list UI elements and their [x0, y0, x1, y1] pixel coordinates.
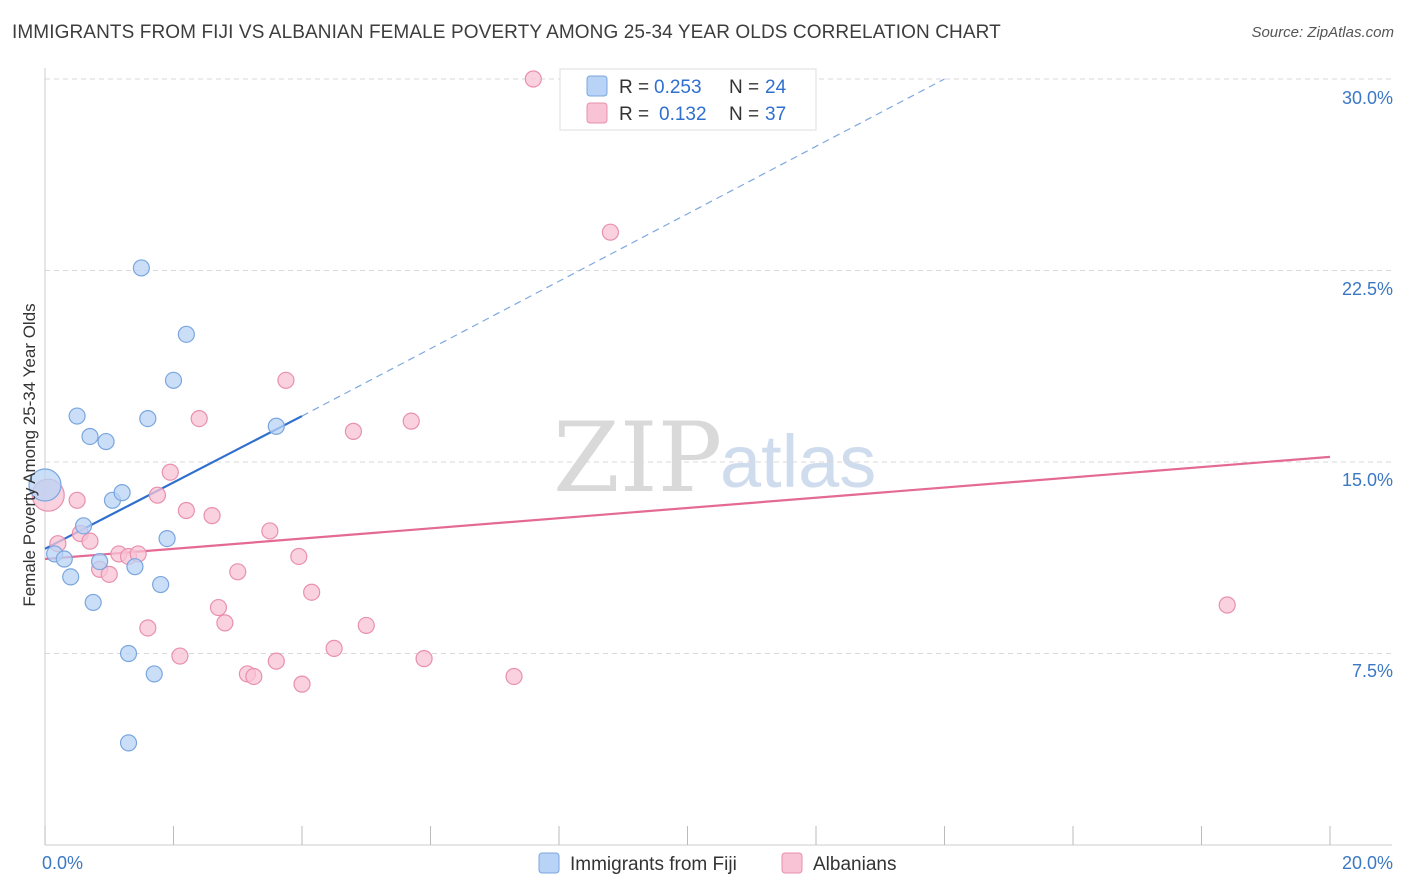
fiji-point [126, 558, 144, 576]
albanians-point [171, 647, 189, 665]
albanians-point [100, 565, 118, 583]
bottom-legend-label-albanians: Albanians [813, 854, 896, 875]
fiji-point [177, 325, 195, 343]
albanians-point [601, 223, 620, 241]
legend-n-label: N = [729, 77, 759, 98]
fiji-point [164, 371, 183, 389]
fiji-point [62, 568, 80, 586]
y-tick-label: 15.0% [1342, 470, 1393, 490]
y-tick-label: 7.5% [1352, 661, 1393, 681]
fiji-point [113, 484, 131, 502]
fiji-point [152, 575, 170, 594]
fiji-point [91, 552, 109, 571]
fiji-point [74, 517, 93, 535]
albanians-point [216, 614, 234, 632]
albanians-point [139, 619, 157, 637]
fiji-point [119, 734, 138, 752]
fiji-point [68, 407, 86, 425]
albanians-point [148, 486, 167, 504]
fiji-point [119, 644, 138, 663]
albanians-point [203, 507, 221, 525]
chart-title: IMMIGRANTS FROM FIJI VS ALBANIAN FEMALE … [12, 22, 1001, 43]
fiji-point [145, 665, 163, 683]
gridlines [45, 78, 1392, 654]
albanians-point [190, 409, 208, 428]
fiji-point [158, 529, 176, 548]
fiji-point [28, 468, 62, 502]
albanians-point [325, 639, 343, 657]
albanians-point [344, 422, 362, 440]
albanians-point [267, 652, 285, 670]
fiji-point [267, 417, 285, 435]
legend-n-value: 24 [765, 77, 787, 98]
albanians-point [303, 583, 321, 601]
albanians-point [68, 491, 86, 509]
legend-r-label: R = [619, 77, 649, 98]
albanians-point [293, 675, 311, 693]
albanians-point [161, 463, 179, 481]
bottom-legend-swatch-fiji [538, 852, 560, 874]
albanians-point [1218, 596, 1236, 614]
data-points [28, 70, 1236, 752]
fiji-point [81, 427, 99, 446]
source-label: Source: ZipAtlas.com [1251, 24, 1394, 41]
x-tick-label: 0.0% [42, 853, 83, 873]
albanians-point [177, 501, 195, 520]
axes [44, 68, 1392, 846]
bottom-legend-swatch-albanians [781, 852, 803, 874]
albanians-point [245, 667, 263, 686]
albanians-point [524, 70, 542, 88]
fiji-point [55, 550, 73, 568]
albanians-point [209, 598, 228, 617]
albanians-point [402, 412, 420, 430]
legend-r-value: 0.132 [659, 104, 707, 125]
albanians-point [290, 547, 308, 566]
y-tick-label: 22.5% [1342, 279, 1393, 299]
albanians-point [505, 667, 523, 686]
fiji-point [132, 259, 150, 277]
legend-swatch-fiji [586, 75, 608, 97]
albanians-point [277, 371, 295, 389]
y-axis-label: Female Poverty Among 25-34 Year Olds [20, 303, 39, 606]
albanians-point [229, 563, 247, 581]
legend-n-value: 37 [765, 104, 786, 125]
watermark-zip: ZIP [553, 402, 722, 514]
fiji-point [139, 409, 157, 428]
bottom-legend: Immigrants from Fiji Albanians [538, 852, 896, 875]
fiji-point [97, 432, 115, 451]
y-tick-label: 30.0% [1342, 88, 1393, 108]
watermark-atlas: atlas [720, 420, 876, 503]
bottom-legend-label-fiji: Immigrants from Fiji [570, 854, 737, 875]
legend-r-value: 0.253 [654, 77, 702, 98]
albanians-point [81, 532, 99, 550]
legend-n-label: N = [729, 104, 759, 125]
legend: R = 0.253 N = 24 R = 0.132 N = 37 [559, 68, 817, 131]
albanians-trend-line [44, 455, 1331, 561]
fiji-trend-extension [301, 78, 945, 417]
legend-swatch-albanians [586, 102, 608, 124]
x-tick-label: 20.0% [1342, 853, 1393, 873]
legend-r-label: R = [619, 104, 649, 125]
albanians-point [415, 650, 433, 668]
fiji-point [84, 593, 102, 612]
albanians-point [357, 616, 375, 635]
albanians-point [261, 522, 279, 540]
